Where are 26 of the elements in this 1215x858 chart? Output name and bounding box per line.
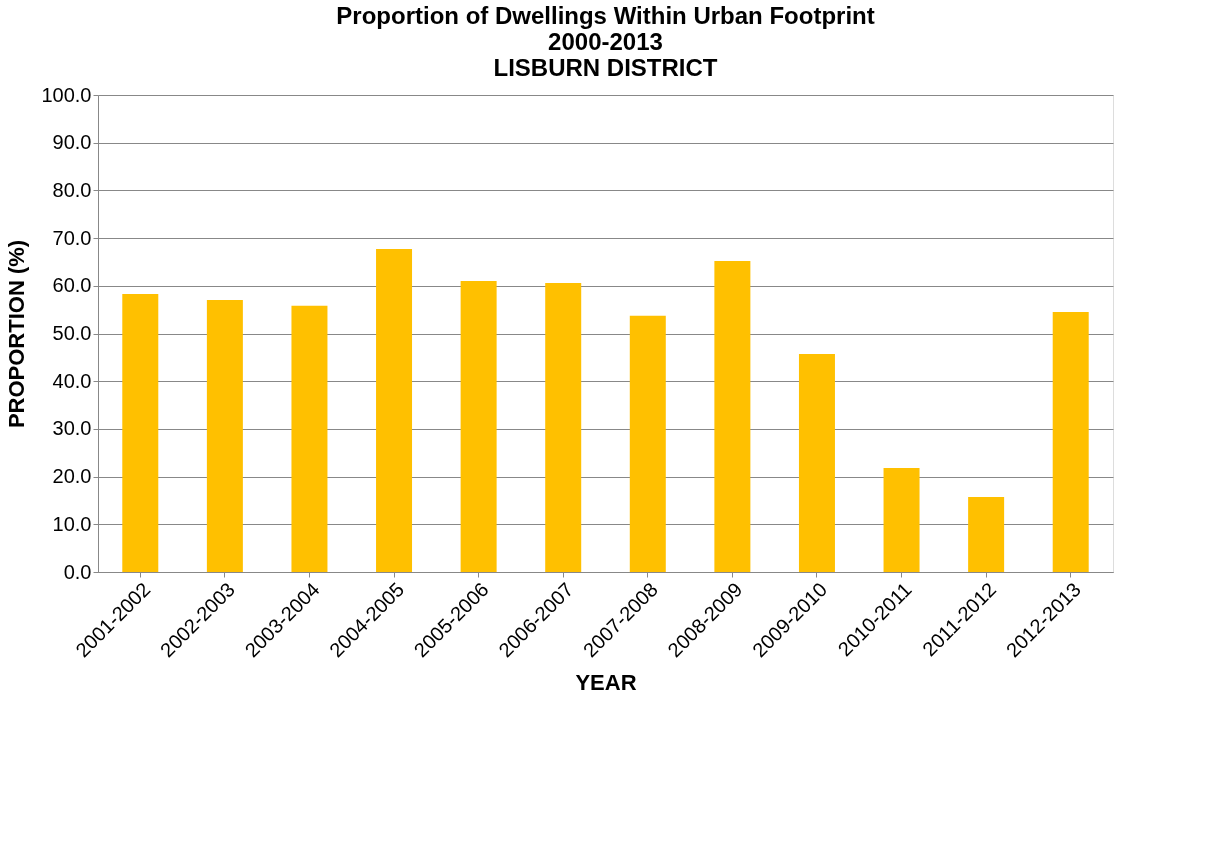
bar [883,468,920,572]
bar [545,282,582,572]
y-tick-label: 20.0 [52,465,92,488]
bar [122,293,159,572]
bar [629,315,666,572]
y-tick-label: 50.0 [52,322,92,344]
bar [968,497,1005,572]
y-tick-label: 10.0 [52,512,92,535]
y-tick-label: 40.0 [52,369,92,392]
y-tick-label: 90.0 [52,131,92,154]
y-tick-label: 0.0 [63,560,92,583]
bar [714,261,751,572]
chart-title: Proportion of Dwellings Within Urban Footprint 2000-2013 LISBURN DISTRICT [336,2,875,81]
y-axis-title: PROPORTION (%) [4,239,30,429]
bar [376,249,413,572]
y-tick-label: 80.0 [52,178,92,201]
y-tick-label: 30.0 [52,417,92,440]
y-tick-label: 100.0 [41,83,92,106]
y-tick-label: 60.0 [52,274,92,297]
bar [206,300,243,572]
bar [798,354,835,572]
bar [291,305,328,572]
x-axis-title: YEAR [575,670,637,696]
bar [1052,312,1089,572]
bar [460,281,497,572]
y-tick-label: 70.0 [52,226,92,249]
